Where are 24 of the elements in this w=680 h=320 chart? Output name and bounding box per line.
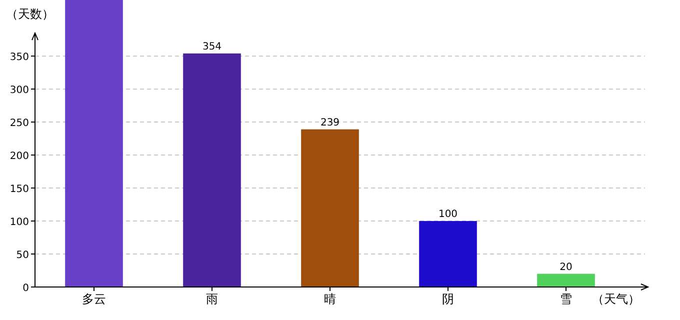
- data-label: 100: [438, 209, 458, 220]
- data-label: 354: [202, 41, 222, 52]
- x-tick-label: 雨: [206, 292, 218, 306]
- bar: [301, 129, 359, 287]
- bar: [183, 53, 241, 287]
- y-tick-label: 200: [10, 151, 29, 162]
- y-tick-label: 50: [16, 250, 29, 262]
- x-tick-label: 雪: [560, 292, 572, 306]
- y-tick-label: 100: [10, 217, 29, 228]
- x-tick-label: 晴: [324, 292, 336, 306]
- y-tick-label: 250: [10, 118, 29, 130]
- x-axis-title: （天气）: [592, 292, 640, 306]
- bar: [419, 221, 477, 287]
- y-tick-label: 0: [22, 283, 29, 294]
- data-label: 20: [560, 262, 572, 273]
- y-tick-label: 350: [10, 52, 29, 64]
- data-label: 239: [320, 117, 340, 128]
- bar: [537, 274, 595, 287]
- y-tick-label: 300: [10, 85, 29, 96]
- x-tick-label: 阴: [442, 292, 454, 306]
- x-tick-label: 多云: [82, 292, 106, 306]
- y-axis-title: （天数）: [6, 7, 54, 21]
- bar: [65, 0, 123, 287]
- y-tick-label: 150: [10, 184, 29, 196]
